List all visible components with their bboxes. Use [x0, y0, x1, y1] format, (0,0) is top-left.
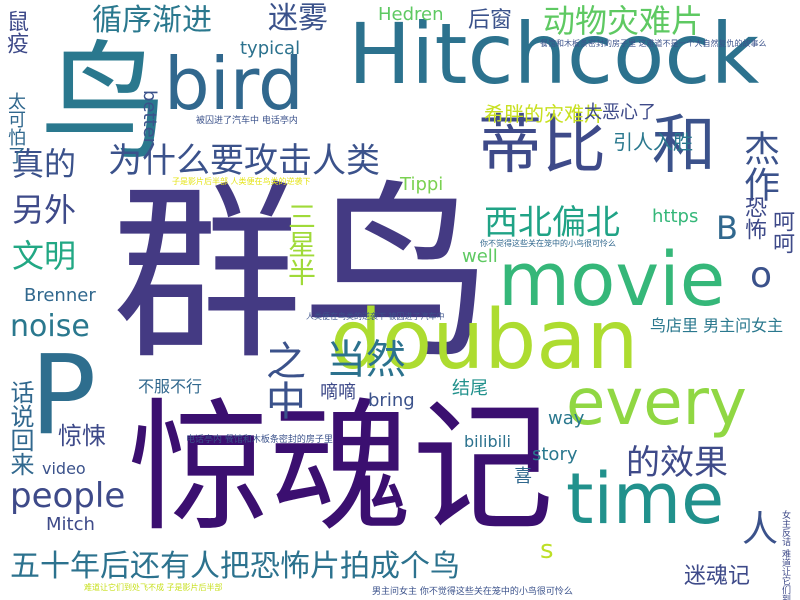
word: 话说回来 [6, 380, 34, 476]
word: 男主问女主 你不觉得这些关在笼中的小鸟很可怜么 [372, 587, 573, 597]
word: 循序渐进 [92, 3, 212, 38]
word: 恐怖 [741, 196, 766, 240]
word: 后窗 [468, 8, 513, 33]
word: 子是影片后半部 人类便在鸟类的逆袭下 [172, 177, 311, 186]
word: B [716, 209, 738, 247]
word: 西北偏北 [484, 203, 620, 243]
word: video [42, 459, 86, 478]
word: 当然 [326, 337, 406, 383]
word: 群鸟 [112, 164, 493, 385]
word: o [750, 255, 773, 296]
word: 引人入胜 [613, 130, 693, 154]
word: way [548, 408, 585, 429]
word: 为什么要攻击人类 [108, 141, 380, 181]
word: better [139, 90, 160, 146]
word: 你不觉得这些关在笼中的小鸟很可怜么 [480, 239, 616, 248]
word: 和 [652, 109, 716, 183]
word: people [10, 476, 126, 516]
word: 之中 [259, 340, 305, 420]
word: 惊悚 [58, 422, 106, 450]
word: 太可怕了 [5, 92, 26, 164]
word: Tippi [400, 174, 444, 195]
word: every [566, 366, 747, 440]
word: 五十年后还有人把恐怖片拍成个鸟 [10, 549, 460, 584]
word: 杰作 [738, 130, 779, 202]
word: 喜 [511, 466, 532, 484]
word: 结尾 [452, 378, 488, 399]
word: bilibili [464, 432, 511, 451]
word: typical [240, 38, 301, 59]
word: 难道让它们到处飞不成 子是影片后半部 [84, 583, 223, 592]
word: 惊魂记 [128, 386, 554, 551]
word: douban [330, 293, 639, 388]
word: 嘀嘀 [320, 382, 356, 403]
word: 人类便在鸟类的逆袭下 被囚进了汽车中 [306, 312, 445, 321]
word: noise [10, 309, 90, 344]
word: s [540, 535, 554, 565]
word: well [462, 246, 498, 267]
word: 三星半 [284, 202, 317, 286]
word: 蒂比 [478, 109, 606, 183]
word: 希胖的灾难片 [484, 102, 604, 126]
word: 的效果 [626, 443, 728, 483]
word: story [532, 444, 578, 465]
word: 呵呵 [769, 210, 794, 254]
word: 电话亭内 餐馆和木板条密封的房子里 [186, 435, 333, 445]
word: movie [498, 237, 726, 323]
word: time [566, 458, 725, 540]
word: 餐馆和木板条密封的房子里 这难道不是一个大自然复仇的故事么 [540, 39, 767, 48]
word: 真的 [12, 145, 77, 183]
word: Mitch [46, 514, 95, 535]
word: 不服不行 [138, 377, 203, 396]
word: 人 [742, 509, 779, 550]
word: 另外 [12, 191, 77, 229]
word: 被囚进了汽车中 电话亭内 [196, 116, 298, 126]
word: Brenner [24, 285, 96, 306]
word: 女主反诘 难道让它们到处飞不成 [780, 510, 790, 600]
word: 太恶心了 [584, 102, 656, 123]
word: 鸟 [40, 29, 169, 178]
word: 鸟店里 男主问女主 [650, 316, 784, 335]
word: 文明 [12, 237, 77, 275]
word: Hedren [378, 4, 444, 25]
word: 迷雾 [268, 1, 328, 36]
word: 动物灾难片 [543, 2, 704, 40]
word: bird [164, 42, 304, 126]
word: 迷魂记 [684, 564, 751, 589]
word: https [652, 206, 699, 227]
word: 鼠疫 [3, 10, 28, 54]
word: bring [368, 390, 415, 411]
word: Hitchcock [348, 5, 760, 103]
word: P [30, 331, 97, 459]
